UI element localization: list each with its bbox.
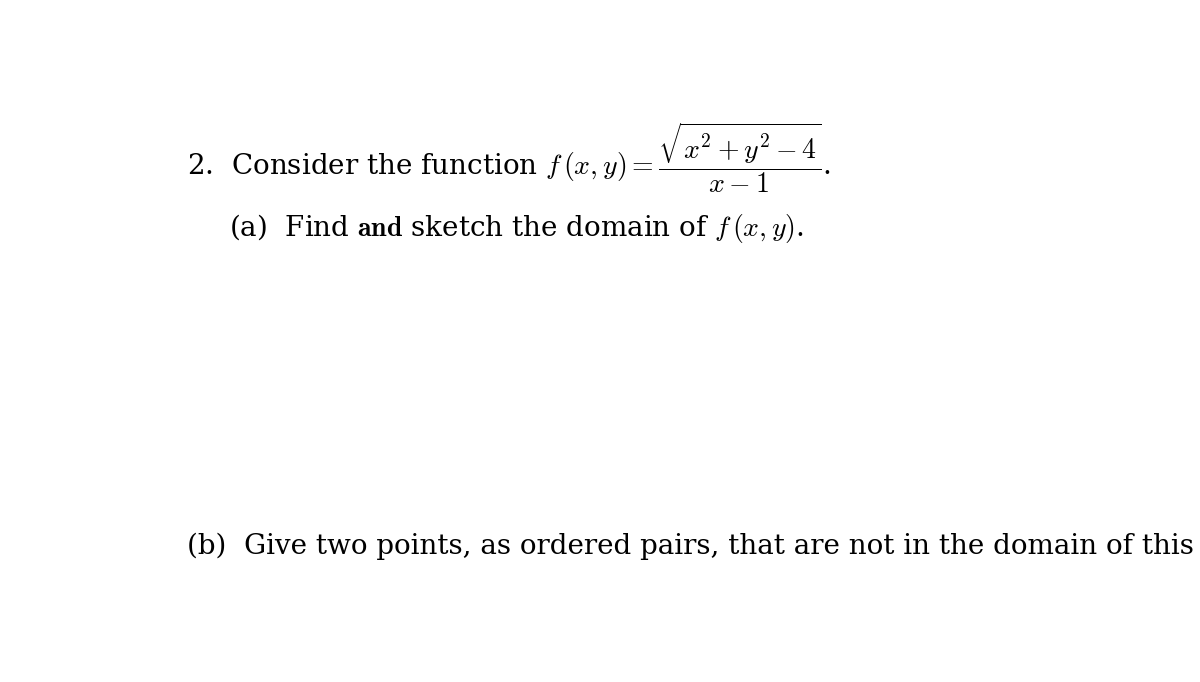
Text: (a)  Find $\mathbf{and}$ sketch the domain of $f\,(x, y)$.: (a) Find $\mathbf{and}$ sketch the domai… <box>229 212 804 246</box>
Text: (b)  Give two points, as ordered pairs, that are not in the domain of this funct: (b) Give two points, as ordered pairs, t… <box>187 533 1200 561</box>
Text: 2.  Consider the function $f\,(x, y) = \dfrac{\sqrt{x^2 + y^2 - 4}}{x - 1}$.: 2. Consider the function $f\,(x, y) = \d… <box>187 121 832 195</box>
